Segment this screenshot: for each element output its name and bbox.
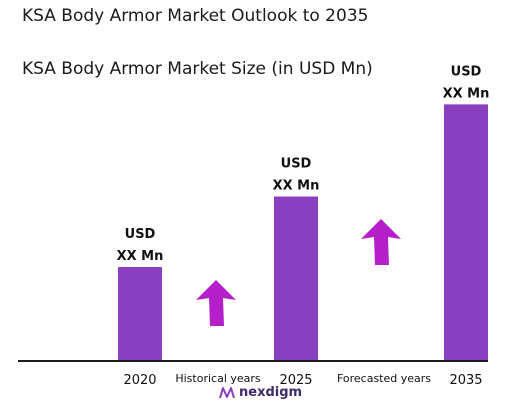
data-label: XX Mn xyxy=(443,86,490,101)
data-label: USD xyxy=(451,64,482,79)
data-label: USD xyxy=(125,227,156,242)
data-label: XX Mn xyxy=(117,249,164,264)
brand-logo: nexdigm xyxy=(219,385,302,400)
x-tick-label: 2035 xyxy=(449,373,482,388)
chart-subtitle: KSA Body Armor Market Size (in USD Mn) xyxy=(22,59,373,79)
x-tick-label: 2025 xyxy=(279,373,312,388)
growth-arrow-icon xyxy=(196,280,236,326)
brand-name: nexdigm xyxy=(239,385,303,400)
data-label: XX Mn xyxy=(273,179,320,194)
data-label: USD xyxy=(281,157,312,172)
growth-arrow-icon xyxy=(361,219,401,265)
nexdigm-logo-icon xyxy=(219,386,235,398)
bar-2035 xyxy=(444,104,488,361)
period-label: Historical years xyxy=(175,372,261,385)
period-label: Forecasted years xyxy=(337,372,431,385)
chart-title: KSA Body Armor Market Outlook to 2035 xyxy=(22,6,369,26)
x-tick-label: 2020 xyxy=(123,373,156,388)
bar-2025 xyxy=(274,196,318,361)
bar-2020 xyxy=(118,267,162,361)
